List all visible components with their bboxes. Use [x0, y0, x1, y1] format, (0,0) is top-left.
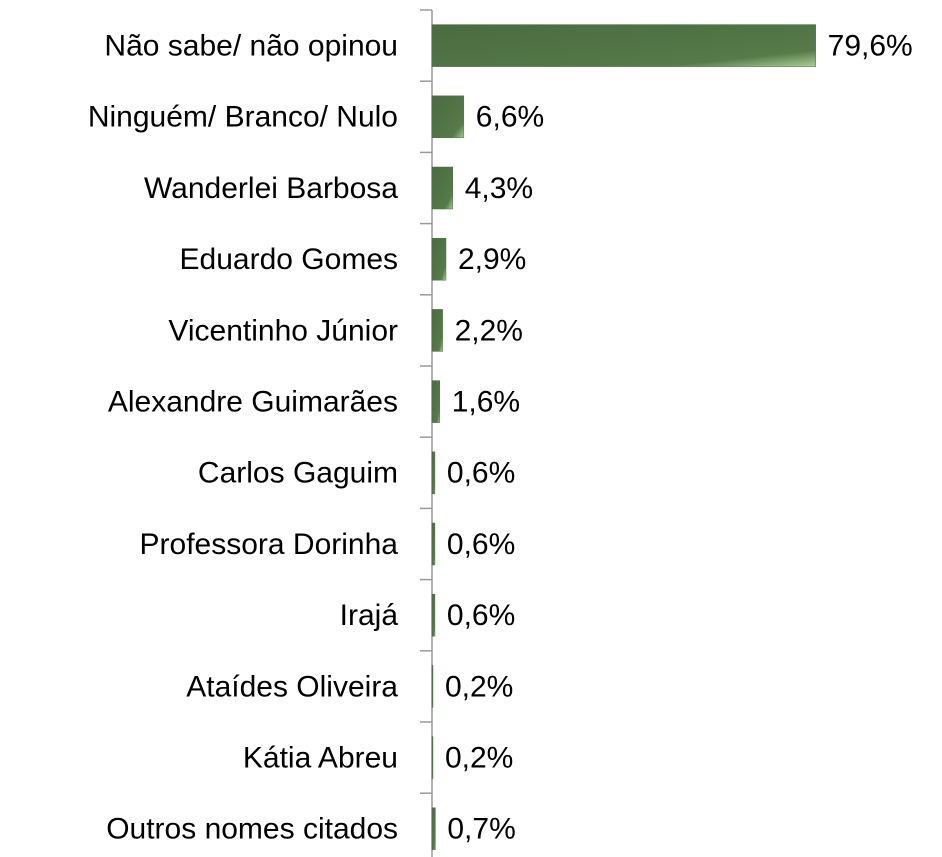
data-label: 0,6%	[447, 528, 515, 561]
category-label: Wanderlei Barbosa	[144, 172, 398, 205]
data-label: 0,2%	[445, 670, 513, 703]
data-label: 4,3%	[465, 172, 533, 205]
bar	[431, 24, 816, 67]
data-label: 0,6%	[447, 457, 515, 490]
bar	[431, 451, 436, 495]
category-label: Alexandre Guimarães	[108, 386, 398, 419]
category-label: Carlos Gaguim	[198, 457, 398, 490]
bar	[431, 807, 436, 851]
data-label: 6,6%	[476, 101, 544, 134]
category-label: Ninguém/ Branco/ Nulo	[88, 101, 398, 134]
category-label: Vicentinho Júnior	[168, 314, 398, 347]
category-label: Eduardo Gomes	[180, 243, 398, 276]
category-label: Não sabe/ não opinou	[104, 30, 398, 63]
bar	[431, 380, 440, 423]
data-label: 79,6%	[828, 30, 913, 63]
bar	[431, 593, 436, 637]
bar	[431, 736, 434, 779]
data-label: 1,6%	[452, 386, 520, 419]
category-label: Kátia Abreu	[243, 742, 398, 775]
data-label: 2,2%	[455, 314, 523, 347]
category-label: Professora Dorinha	[140, 528, 399, 561]
category-label: Ataídes Oliveira	[186, 670, 398, 703]
bar	[431, 95, 465, 139]
bar	[431, 522, 436, 566]
bar	[431, 237, 447, 281]
category-label: Outros nomes citados	[106, 813, 398, 846]
bar	[431, 309, 443, 352]
bar	[431, 166, 453, 210]
category-label: Irajá	[340, 599, 399, 632]
bar	[431, 665, 434, 708]
data-label: 0,2%	[445, 742, 513, 775]
data-label: 0,6%	[447, 599, 515, 632]
data-label: 0,7%	[447, 813, 515, 846]
data-label: 2,9%	[458, 243, 526, 276]
